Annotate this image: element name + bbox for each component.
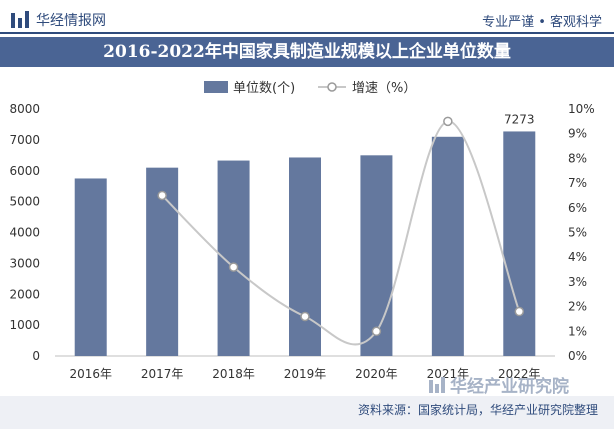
x-tick-label: 2021年 [427,367,470,381]
y-right-tick-label: 6% [568,201,587,215]
y-right-tick-label: 5% [568,226,587,240]
y-left-tick-label: 4000 [9,226,40,240]
chart: 0 1000 2000 3000 4000 5000 6000 7000 8000 0% 1% 2% 3… [9,81,595,381]
y-left-tick-label: 7000 [9,133,40,147]
y-right-tick-label: 1% [568,324,587,338]
bar [360,155,393,356]
y-left-tick-label: 2000 [9,287,40,301]
legend-bar-label: 单位数(个) [233,81,295,96]
legend-bar-swatch [204,81,228,93]
y-right-tick-label: 9% [568,127,587,141]
bar-chart-logo-icon [11,11,29,28]
growth-point [371,326,382,337]
growth-line [161,120,521,346]
growth-point [514,306,525,317]
y-left-tick-label: 5000 [9,195,40,209]
y-right-tick-label: 10% [568,102,595,116]
growth-point [157,190,167,201]
y-right-tick-label: 2% [568,300,587,314]
y-right-tick-label: 4% [568,250,587,264]
brand-name: 华经情报网 [36,13,106,29]
x-tick-label: 2022年 [498,367,541,381]
y-right-tick-label: 0% [568,349,587,363]
footer-band [0,396,614,429]
header-brand: 华经情报网 [10,8,106,32]
source-note: 资料来源：国家统计局，华经产业研究院整理 [357,403,598,417]
y-right-tick-label: 3% [568,275,587,289]
y-left-tick-label: 1000 [9,318,40,332]
watermark-brand: 华经产业研究院 [428,372,569,397]
y-left-tick-label: 8000 [9,102,40,116]
y-right-tick-label: 7% [568,176,587,190]
x-tick-label: 2020年 [355,367,398,381]
bar [431,136,464,356]
growth-point [228,262,239,272]
watermark-logo-icon [429,376,445,393]
x-tick-label: 2016年 [69,367,112,381]
header-slogan: 专业严谨 • 客观科学 [482,15,602,30]
data-label: 7273 [504,112,535,126]
y-left-tick-label: 0 [32,349,40,363]
y-left-tick-label: 3000 [9,256,40,270]
legend-line-marker [327,82,337,92]
bar [289,157,321,356]
y-left-tick-label: 6000 [9,164,40,178]
bar [503,131,536,356]
legend-line-label: 增速（%） [352,81,416,96]
growth-point [300,311,310,322]
watermark-name: 华经产业研究院 [450,377,569,397]
x-tick-label: 2019年 [284,367,327,381]
x-tick-label: 2018年 [212,367,255,381]
growth-point [443,116,453,127]
chart-title: 2016-2022年中国家具制造业规模以上企业单位数量 [0,37,614,67]
header-divider [0,32,614,34]
x-tick-label: 2017年 [141,367,184,381]
y-right-tick-label: 8% [568,151,587,165]
bar [74,178,107,356]
